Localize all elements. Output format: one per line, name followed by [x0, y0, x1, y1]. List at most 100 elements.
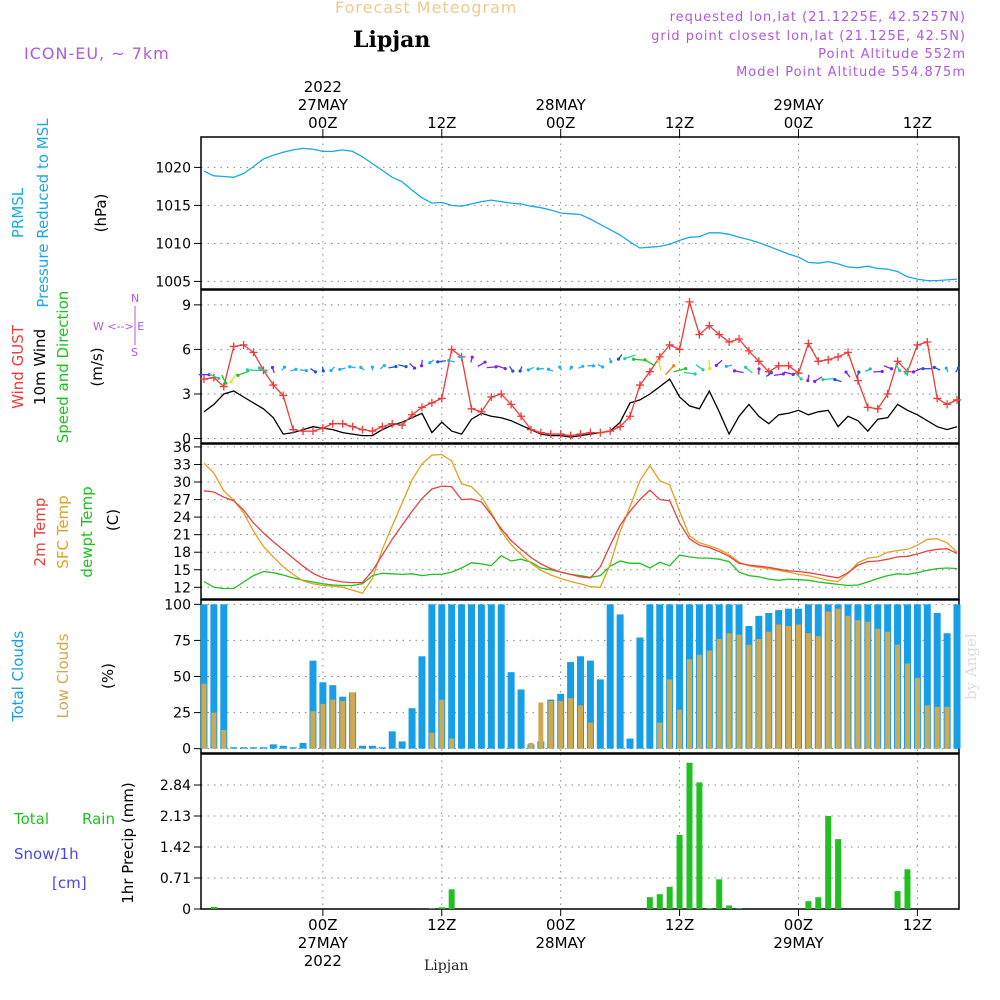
total-cloud-bar [676, 604, 684, 749]
low-cloud-bar [587, 722, 593, 749]
rain-bar [726, 905, 733, 909]
gust-marker [754, 357, 763, 366]
wind-direction-arrow [247, 369, 260, 372]
total-cloud-bar [359, 745, 367, 749]
low-cloud-bar [716, 638, 722, 749]
low-cloud-bar [350, 692, 356, 749]
wind-arrow-head [813, 379, 817, 383]
wind-arrow-head [781, 372, 786, 376]
gust-marker [437, 394, 446, 403]
wind-label: 10m Wind [31, 329, 49, 405]
top-time-label: 00Z [784, 114, 813, 132]
y-tick-label: 2.84 [160, 778, 191, 794]
wind-arrow-head [609, 360, 613, 364]
gust-marker [487, 392, 496, 401]
sfc-temp-label: SFC Temp [54, 495, 72, 568]
snow-unit-label: [cm] [52, 874, 87, 892]
bottom-time-label: 12Z [665, 916, 694, 934]
wind-speed-direction-label: Speed and Direction [54, 291, 72, 444]
wind-arrow-head [898, 368, 902, 373]
wind-arrow-head [503, 367, 507, 371]
gust-marker [328, 419, 337, 428]
compass-south: S [131, 346, 138, 359]
y-tick-label: 0 [182, 742, 191, 758]
model-point-altitude: Model Point Altitude 554.875m [736, 65, 966, 80]
wind-arrow-head [743, 365, 748, 369]
wind-direction-arrow [230, 373, 237, 383]
low-cloud-bar [766, 631, 772, 749]
total-cloud-bar [220, 604, 228, 749]
bottom-date-label: 29MAY [773, 934, 824, 952]
gust-marker [318, 424, 327, 433]
total-cloud-bar [666, 604, 674, 749]
total-cloud-bar [458, 604, 466, 749]
gust-marker [715, 330, 724, 339]
total-cloud-bar [368, 745, 376, 749]
wind-arrow-head [518, 369, 522, 373]
gust-marker [526, 425, 535, 434]
rain-bar [676, 834, 683, 909]
dewpt-label: dewpt Temp [78, 486, 96, 577]
wind-arrow-head [769, 371, 773, 375]
low-cloud-bar [211, 712, 217, 749]
gust-marker [229, 342, 238, 351]
snow-label: Snow/1h [14, 845, 79, 863]
total-cloud-bar [517, 689, 525, 749]
precip-unit: 1hr Precip (mm) [119, 782, 137, 903]
closest-grid-point: grid point closest lon,lat (21.125E, 42.… [651, 29, 966, 44]
y-tick-label: 9 [182, 298, 191, 314]
wind-arrow-head [447, 358, 451, 363]
gust-marker [943, 400, 952, 409]
wind-arrow-head [217, 376, 221, 380]
y-tick-label: 0 [182, 902, 191, 918]
total-cloud-bar [408, 708, 416, 749]
gust-marker [675, 345, 684, 354]
gust-marker [853, 376, 862, 385]
wind-arrow-head [844, 370, 848, 374]
pressure-unit: (hPa) [92, 194, 110, 233]
top-time-label: 12Z [665, 114, 694, 132]
low-cloud-bar [558, 701, 564, 749]
gust-marker [239, 340, 248, 349]
low-cloud-bar [667, 679, 673, 749]
gust-marker [199, 375, 208, 384]
gust-marker [953, 395, 962, 404]
wind-arrow-head [806, 378, 810, 383]
y-tick-label: 1005 [155, 274, 191, 290]
gust-marker [249, 348, 258, 357]
temp-unit: (C) [104, 509, 122, 531]
compass-north: N [131, 292, 139, 305]
wind-arrow-head [483, 360, 487, 364]
wind-arrow-head [732, 369, 737, 373]
total-cloud-bar [606, 604, 614, 749]
rain-bar [438, 907, 445, 909]
clouds-unit: (%) [99, 663, 117, 689]
wind-arrow-head [294, 367, 298, 371]
gust-marker [408, 410, 417, 419]
low-cloud-bar [568, 698, 574, 749]
low-clouds-label: Low Clouds [54, 633, 72, 718]
total-cloud-bar [497, 604, 505, 749]
total-cloud-bar [596, 679, 604, 749]
rain-bar [716, 879, 723, 909]
low-cloud-bar [449, 738, 455, 749]
gust-marker [447, 345, 456, 354]
bottom-time-label: 00Z [308, 916, 337, 934]
wind-direction-arrow [208, 373, 219, 379]
total-cloud-bar [210, 604, 218, 749]
gust-marker [586, 428, 595, 437]
compass-west-east: W <--> E [93, 320, 144, 333]
wind-direction-arrow [644, 359, 656, 367]
wind-gust-label: Wind GUST [9, 324, 27, 409]
pressure-label: PRMSL [9, 187, 27, 238]
gust-marker [497, 389, 506, 398]
footer-location: Lipjan [424, 958, 469, 974]
low-cloud-bar [904, 663, 910, 749]
gust-marker [596, 428, 605, 437]
gust-marker [477, 407, 486, 416]
wind-arrow-head [412, 366, 417, 370]
gust-marker [913, 340, 922, 349]
wind-arrow-head [558, 365, 562, 369]
wind-arrow-head [657, 359, 661, 363]
wind-arrow-head [494, 365, 498, 369]
